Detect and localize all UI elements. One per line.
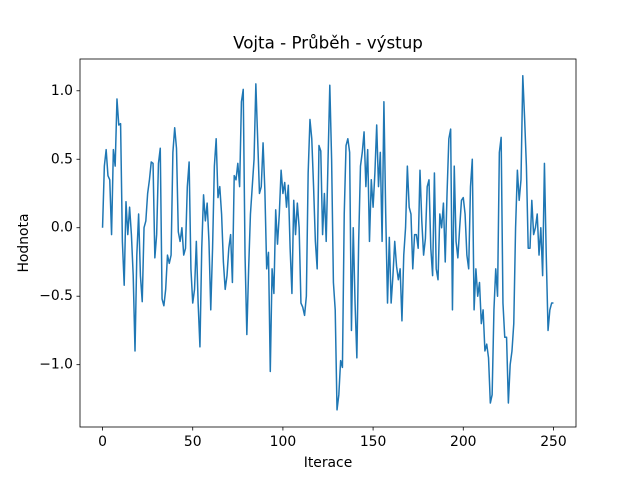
x-tick-label: 0 — [98, 434, 107, 450]
y-tick-label: 1.0 — [51, 83, 73, 99]
x-tick-label: 150 — [360, 434, 387, 450]
line-series — [101, 74, 554, 411]
x-tick-label: 200 — [450, 434, 477, 450]
y-tick-label: −0.5 — [39, 288, 73, 304]
plot-frame — [79, 58, 577, 428]
chart-title: Vojta - Průběh - výstup — [233, 33, 423, 53]
x-tick-label: 50 — [184, 434, 202, 450]
y-tick-label: 0.0 — [51, 220, 73, 236]
x-tick-label: 250 — [540, 434, 567, 450]
y-tick-label: 0.5 — [51, 151, 73, 167]
x-axis-label: Iterace — [304, 455, 353, 471]
x-tick-label: 100 — [270, 434, 297, 450]
y-axis-label: Hodnota — [16, 213, 32, 272]
y-tick-label: −1.0 — [39, 357, 73, 373]
